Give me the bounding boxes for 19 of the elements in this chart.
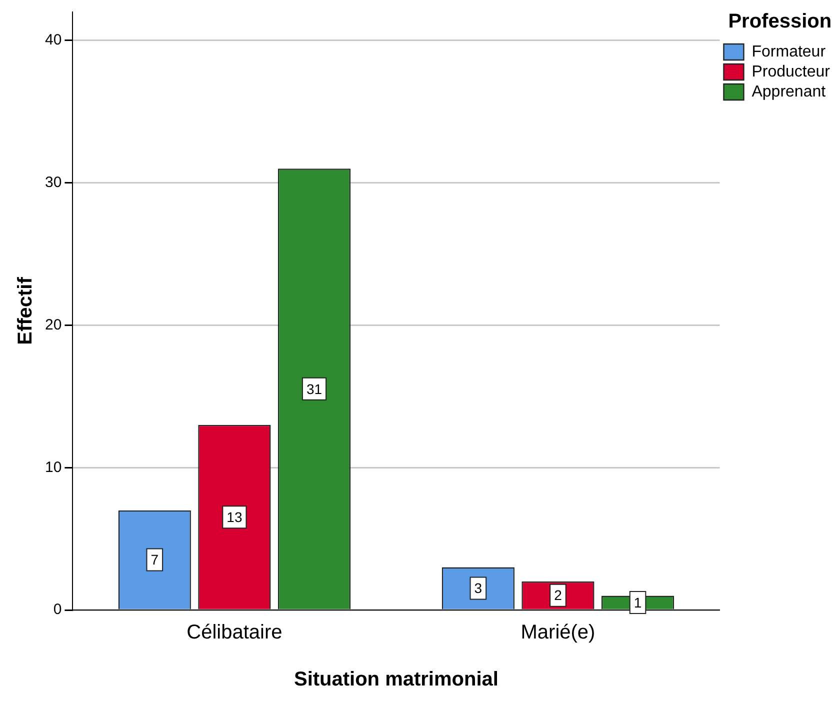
y-axis-title: Effectif (14, 276, 37, 345)
legend-label: Apprenant (752, 83, 826, 100)
data-label: 3 (474, 580, 482, 596)
data-label: 7 (150, 552, 159, 568)
data-label: 13 (226, 508, 242, 525)
x-tick-label: Célibataire (186, 622, 282, 644)
x-axis-title: Situation matrimonial (294, 668, 498, 691)
data-label: 31 (306, 380, 322, 397)
legend-title: Profession (728, 10, 832, 33)
y-tick-label: 20 (44, 316, 62, 334)
y-tick-label: 0 (53, 601, 62, 618)
data-label: 1 (634, 594, 642, 610)
data-label: 2 (554, 587, 562, 604)
legend-label: Producteur (752, 63, 831, 80)
legend-label: Formateur (752, 43, 826, 60)
x-tick-label: Marié(e) (520, 622, 596, 644)
y-tick-label: 40 (44, 32, 62, 49)
y-tick-label: 10 (44, 458, 62, 476)
y-tick-label: 30 (44, 174, 62, 191)
